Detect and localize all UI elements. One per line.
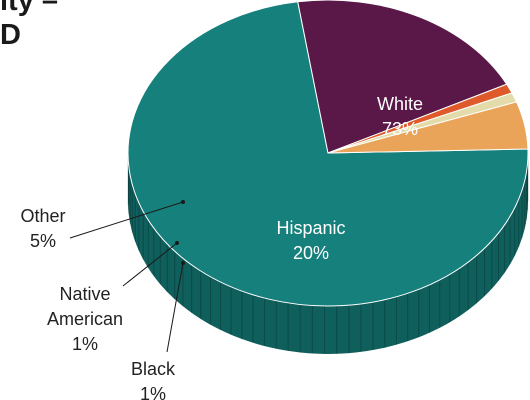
pie-slice-white [127,1,529,307]
title-line-2: D [0,19,21,51]
pie-slice-hispanic [297,0,508,154]
label-black: Black [131,359,176,379]
title-line-1: ity – [0,0,59,17]
slice-labels: White 73% Hispanic 20% Other 5% Native American… [20,94,423,400]
pie-slice-other [327,101,529,154]
leader-line-native-american [122,242,178,287]
value-label-white: 73% [382,119,418,139]
value-label-black-1: 1% [140,384,166,400]
leader-line-other [69,201,184,239]
pie-side-white [128,153,528,354]
label-hispanic: Hispanic [276,218,345,238]
chart-title: ity – D [0,0,58,52]
leader-dot-other [181,200,185,204]
leader-lines [69,200,185,353]
label-native-american-1: American [47,309,123,329]
value-label-hispanic: 20% [293,243,329,263]
leader-dot-native-american [175,241,179,245]
value-label-other-1: 5% [30,231,56,251]
pie-side-ribs-white [127,153,529,354]
label-other: Other [20,206,65,226]
leader-line-black [166,262,184,353]
label-native-american: Native [59,284,110,304]
leader-dot-black [181,261,185,265]
label-white: White [377,94,423,114]
value-label-native-american-2: 1% [72,334,98,354]
pie-slices [127,0,529,307]
pie-sides [127,153,529,354]
